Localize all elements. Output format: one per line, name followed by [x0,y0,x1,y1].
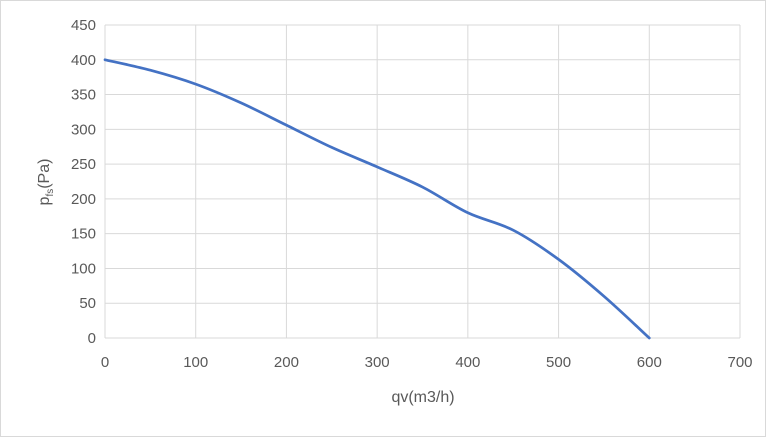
series-line [103,58,651,340]
y-axis-title-main: p [36,196,53,205]
y-tick-label: 350 [71,87,96,104]
y-axis-ticks: 0 50 100 150 200 250 300 350 400 450 [71,17,96,347]
y-tick-label: 250 [71,156,96,173]
y-tick-label: 450 [71,17,96,34]
y-tick-label: 150 [71,226,96,243]
y-axis-title-unit: (Pa) [36,159,53,189]
y-tick-label: 400 [71,52,96,69]
x-tick-label: 400 [455,354,480,371]
x-tick-label: 300 [365,354,390,371]
y-tick-label: 300 [71,121,96,138]
y-tick-label: 0 [88,330,96,347]
x-axis-ticks: 0 100 200 300 400 500 600 700 [101,354,753,371]
x-tick-label: 100 [183,354,208,371]
y-axis-title-subscript: fs [45,189,56,197]
y-tick-label: 50 [79,295,96,312]
x-tick-label: 600 [637,354,662,371]
x-tick-label: 500 [546,354,571,371]
y-axis-title: pfs(Pa) [36,159,56,206]
x-tick-label: 0 [101,354,109,371]
series-layer [103,58,651,340]
gridlines [104,24,741,339]
x-tick-label: 200 [274,354,299,371]
y-tick-label: 100 [71,260,96,277]
x-tick-label: 700 [727,354,752,371]
y-tick-label: 200 [71,191,96,208]
x-axis-title: qv(m3/h) [391,389,454,406]
